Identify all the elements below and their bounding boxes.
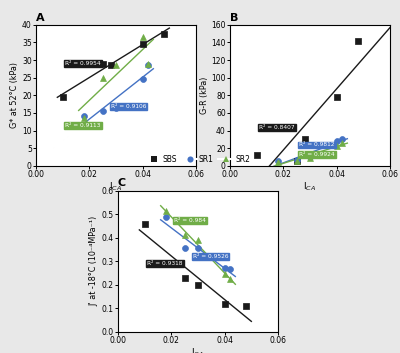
Point bbox=[294, 159, 300, 164]
Text: R² = 0.9954: R² = 0.9954 bbox=[65, 61, 101, 66]
Point bbox=[161, 31, 167, 36]
Point bbox=[182, 245, 188, 251]
Point bbox=[294, 157, 300, 162]
Point bbox=[182, 275, 188, 281]
Point bbox=[307, 155, 313, 160]
Legend: SBS, SR1, SR2: SBS, SR1, SR2 bbox=[48, 0, 158, 1]
Point bbox=[163, 208, 169, 214]
Point bbox=[163, 214, 169, 219]
Point bbox=[140, 77, 146, 82]
Point bbox=[227, 267, 233, 272]
Point bbox=[195, 245, 201, 251]
Point bbox=[275, 159, 281, 164]
Point bbox=[254, 152, 260, 158]
Point bbox=[145, 61, 151, 66]
Point bbox=[81, 115, 87, 121]
Point bbox=[355, 38, 361, 43]
Point bbox=[100, 61, 106, 66]
Text: R² = 0.8407: R² = 0.8407 bbox=[259, 125, 295, 130]
X-axis label: I$_{CA}$: I$_{CA}$ bbox=[304, 180, 316, 193]
Point bbox=[140, 41, 146, 47]
Point bbox=[182, 233, 188, 238]
Point bbox=[113, 62, 119, 68]
Point bbox=[60, 94, 66, 100]
Point bbox=[113, 105, 119, 110]
Y-axis label: G-R (kPa): G-R (kPa) bbox=[200, 77, 208, 114]
Point bbox=[339, 137, 345, 142]
Point bbox=[140, 34, 146, 40]
Point bbox=[81, 114, 87, 119]
Text: R² = 0.984: R² = 0.984 bbox=[174, 218, 206, 223]
Text: B: B bbox=[230, 13, 238, 23]
Point bbox=[142, 221, 148, 226]
Text: R² = 0.9526: R² = 0.9526 bbox=[193, 254, 228, 259]
Point bbox=[145, 62, 151, 68]
Point bbox=[222, 301, 228, 306]
Text: R² = 0.9318: R² = 0.9318 bbox=[147, 261, 183, 266]
Point bbox=[195, 237, 201, 243]
Y-axis label: J’ at -18°C (10⁻⁴MPa⁻¹): J’ at -18°C (10⁻⁴MPa⁻¹) bbox=[90, 216, 99, 306]
Text: R² = 0.9113: R² = 0.9113 bbox=[65, 123, 101, 128]
Point bbox=[100, 108, 106, 114]
Text: R² = 0.9812: R² = 0.9812 bbox=[299, 143, 335, 148]
Point bbox=[100, 75, 106, 80]
Point bbox=[302, 137, 308, 142]
X-axis label: I$_{CA}$: I$_{CA}$ bbox=[110, 180, 122, 193]
Text: R² = 0.9924: R² = 0.9924 bbox=[299, 152, 335, 157]
Point bbox=[294, 158, 300, 164]
Point bbox=[195, 282, 201, 288]
Text: C: C bbox=[118, 179, 126, 189]
Point bbox=[222, 271, 228, 277]
Legend: SBS, SR1, SR2: SBS, SR1, SR2 bbox=[143, 152, 253, 167]
Legend: SBS, SR1, SR2: SBS, SR1, SR2 bbox=[226, 0, 336, 1]
Point bbox=[275, 160, 281, 165]
Y-axis label: G* at 52°C (kPa): G* at 52°C (kPa) bbox=[10, 62, 19, 128]
Point bbox=[108, 62, 114, 68]
Point bbox=[334, 94, 340, 100]
Point bbox=[227, 276, 233, 282]
Text: A: A bbox=[36, 13, 45, 23]
Point bbox=[307, 154, 313, 160]
X-axis label: I$_{CA}$: I$_{CA}$ bbox=[192, 346, 204, 353]
Point bbox=[334, 138, 340, 144]
Point bbox=[243, 303, 249, 309]
Point bbox=[334, 144, 340, 149]
Point bbox=[222, 265, 228, 271]
Text: R² = 0.9106: R² = 0.9106 bbox=[111, 104, 146, 109]
Point bbox=[339, 140, 345, 146]
